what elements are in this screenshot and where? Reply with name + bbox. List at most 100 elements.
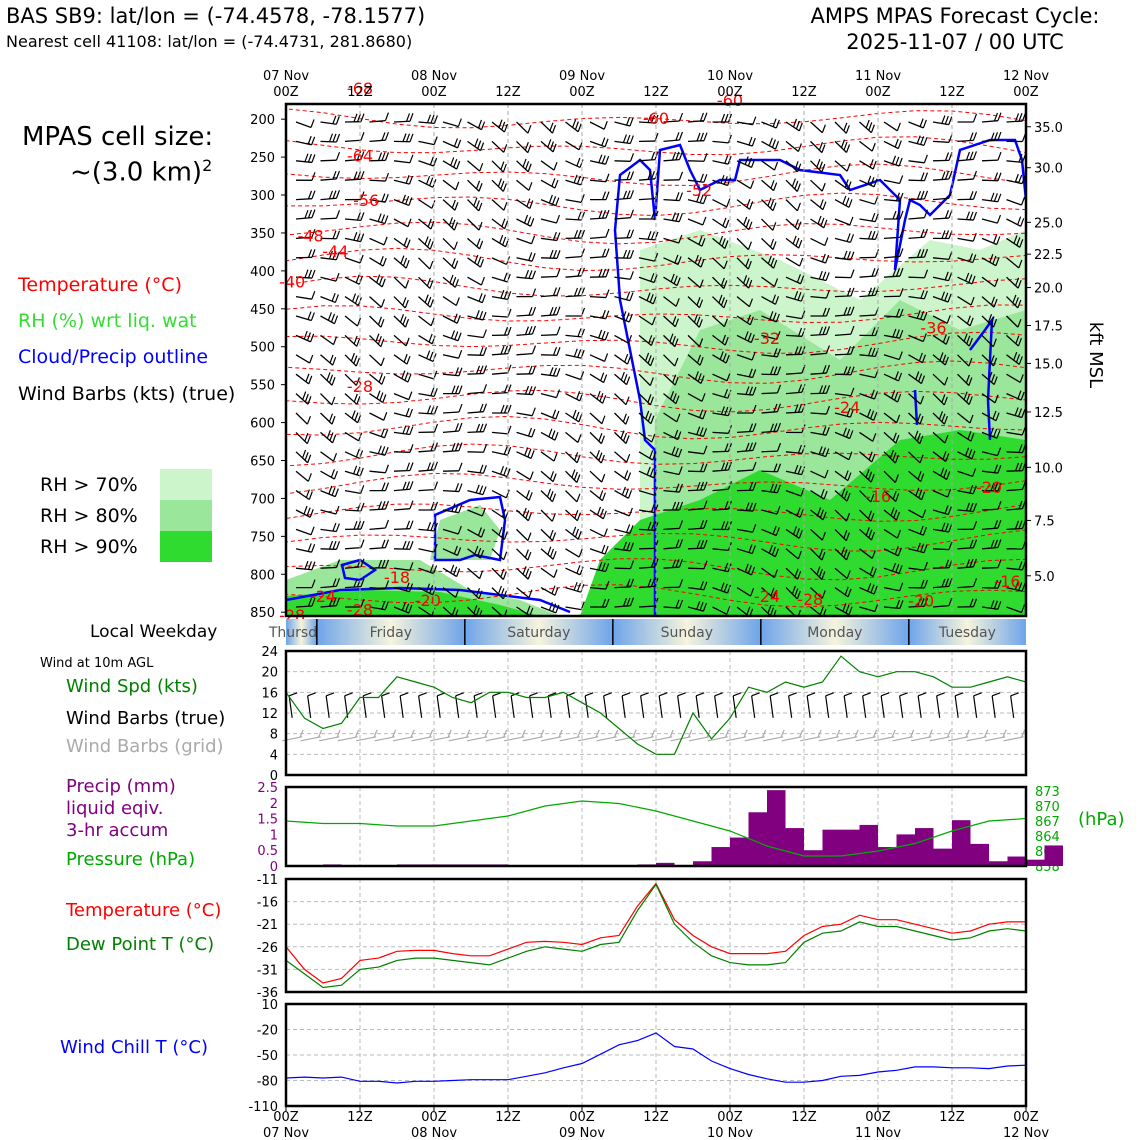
wind-barb-feather [578,548,583,558]
wind-barb-feather [769,200,775,209]
grid-wind-barb [800,736,821,742]
wind-barb-feather [895,564,900,573]
wind-barb-feather [405,337,410,347]
wind-barb [320,431,334,444]
wind-barb [810,237,826,247]
wind-barb [638,393,651,406]
weekday-band [908,619,1026,645]
wind-barb-feather [1012,294,1017,304]
wind-barb-feather [429,156,434,166]
wind-barb [736,334,752,344]
wind-barb-feather [647,355,652,364]
wind-barb-feather [747,157,752,167]
wind-barb-feather [454,503,459,513]
wind-barb [418,587,434,596]
wind-barb [638,585,655,589]
wind-barb-feather [752,386,757,396]
wind-barb [442,179,457,191]
wind-barb-feather [426,175,431,185]
grid-wind-barb [707,736,728,742]
weekday-band [316,619,465,645]
wind-barb-feather [384,446,389,456]
true-wind-barb-feather [307,692,316,697]
wind-barb-feather [818,326,824,336]
wind-barb-feather [969,484,974,494]
wind-barb-feather [775,527,780,536]
wind-barb-feather [405,113,411,122]
wind-barb-feather [456,568,461,577]
wind-barb [663,276,678,287]
wind-barb [418,237,431,250]
wind-barb [712,392,729,399]
wind-barb [320,373,333,386]
wind-barb-feather [433,136,438,145]
wind-barb-feather [622,134,627,143]
wind-barb-feather [576,474,581,483]
grid-wind-barb [467,736,488,742]
wind-barb-feather [652,295,657,305]
wind-barb-feather [892,490,897,500]
wind-barb-feather [993,357,998,367]
wind-barb-feather [965,559,971,568]
wind-barb [785,257,801,267]
cloud-outline [286,138,1026,616]
wind-barb-feather [818,446,823,455]
station-title: BAS SB9: lat/lon = (-74.4578, -78.1577) [6,4,426,28]
wind-barb-feather [699,540,705,549]
wind-barb-feather [821,531,826,541]
wind-barb-feather [580,194,585,203]
wind-barb-feather [359,254,364,264]
wind-barb-feather [699,132,705,142]
wind-barb-feather [379,392,384,401]
precip-bar [841,829,860,866]
wind-barb [736,548,753,555]
wind-barb-feather [1014,462,1020,472]
wind-barb-feather [997,519,1002,529]
wind-barb [981,276,996,288]
wind-barb-feather [377,316,382,325]
wind-barb-feather [326,372,331,381]
wind-barb-feather [972,132,978,141]
wind-barb [663,451,679,458]
wind-barb-feather [451,219,456,228]
height-tick: 5.0 [1034,570,1055,585]
wind-barb-feather [845,144,851,153]
wind-barb-feather [527,144,532,153]
time-bottom-hour: 12Z [939,1110,965,1125]
wind-barb [785,334,803,337]
true-wind-barb [806,695,811,718]
wind-barb-feather [941,578,946,588]
wind-barb-feather [528,326,533,335]
wind-barb [516,179,530,191]
wind-barb-feather [769,483,774,493]
wind-barb-feather [844,470,849,479]
wind-barb-feather [675,483,680,492]
wind-barb-feather [555,410,560,420]
wind-barb-feather [451,258,456,267]
wind-barb-feather [356,338,361,347]
time-bottom-hour: 00Z [1013,1110,1039,1125]
wind-barb [565,431,579,444]
wind-barb-feather [527,427,533,437]
wind-barb-feather [771,139,776,148]
wind-panel-ytick: 0 [270,769,278,784]
wind-barb [295,121,312,129]
wind-barb-feather [456,315,461,324]
wind-barb-feather [527,532,532,541]
wind-barb [932,354,946,366]
wind-barb [932,604,949,608]
wind-barb [785,548,799,560]
wind-barb [687,354,701,366]
wind-barb-feather [966,315,971,324]
wind-barb-feather [453,566,458,575]
wind-barb [393,508,410,511]
height-tick: 20.0 [1034,282,1063,297]
wind-barb-feather [556,347,561,356]
wind-barb-feather [770,257,775,267]
wind-barb [467,140,481,152]
wind-barb-feather [458,483,463,492]
wind-barb-feather [791,585,796,595]
wind-barb-feather [524,269,530,279]
wind-barb-feather [990,539,995,549]
wind-barb [344,489,361,494]
